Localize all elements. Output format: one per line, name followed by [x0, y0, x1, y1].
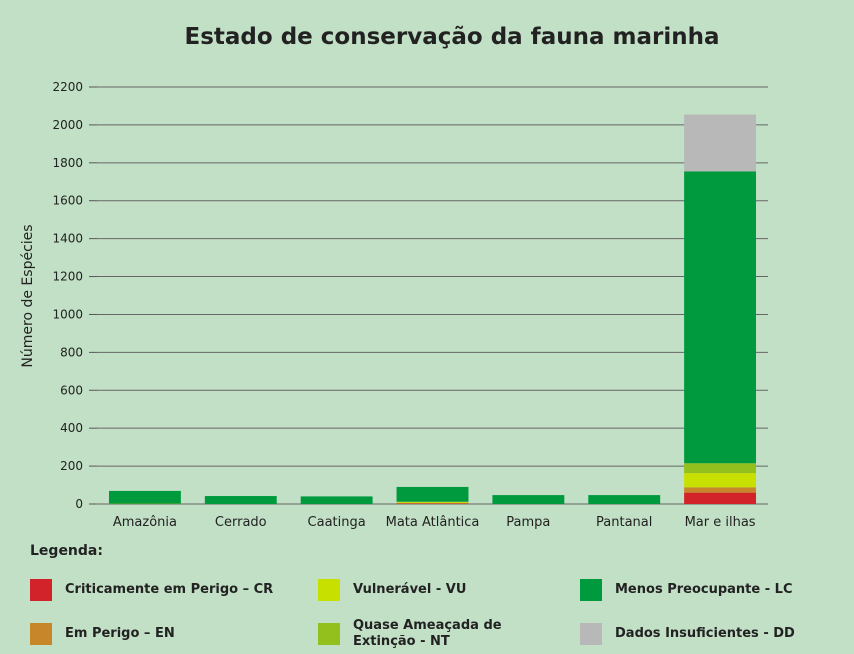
- bar-segment: [396, 486, 469, 502]
- legend-swatch: [30, 623, 52, 645]
- legend-swatch: [580, 623, 602, 645]
- bar-segment: [396, 503, 469, 504]
- x-tick-label: Mata Atlântica: [386, 515, 480, 530]
- y-tick-label: 1600: [52, 194, 83, 208]
- legend-title: Legenda:: [30, 543, 103, 559]
- bar-segment: [684, 487, 757, 493]
- legend-label: Dados Insuficientes - DD: [615, 626, 795, 641]
- x-tick-label: Pantanal: [596, 515, 652, 530]
- chart-title: Estado de conservação da fauna marinha: [185, 24, 720, 50]
- legend-item: Criticamente em Perigo – CR: [30, 574, 305, 606]
- y-tick-label: 1800: [52, 156, 83, 170]
- bar-segment: [396, 502, 469, 504]
- x-tick-label: Caatinga: [308, 515, 366, 530]
- bar-segment: [684, 114, 757, 172]
- legend-swatch: [30, 579, 52, 601]
- y-tick-label: 1000: [52, 307, 83, 321]
- y-tick-label: 0: [75, 497, 83, 511]
- legend-label: Vulnerável - VU: [353, 582, 467, 597]
- legend-swatch: [318, 579, 340, 601]
- legend-item: Quase Ameaçada de Extinção - NT: [318, 618, 503, 650]
- x-tick-label: Mar e ilhas: [685, 515, 756, 530]
- y-axis-label: Número de Espécies: [20, 224, 36, 367]
- x-tick-label: Pampa: [506, 515, 550, 530]
- y-tick-label: 600: [60, 383, 83, 397]
- legend-swatch: [580, 579, 602, 601]
- bar-segment: [588, 495, 661, 504]
- bar-segment: [684, 171, 757, 464]
- legend-label: Criticamente em Perigo – CR: [65, 582, 274, 597]
- legend-label: Menos Preocupante - LC: [615, 582, 793, 597]
- legend-item: Menos Preocupante - LC: [580, 574, 825, 606]
- bar-segment: [684, 492, 757, 504]
- bar-segment: [684, 463, 757, 474]
- y-tick-label: 200: [60, 459, 83, 473]
- y-tick-label: 1200: [52, 270, 83, 284]
- x-tick-label: Amazônia: [113, 515, 177, 530]
- y-tick-label: 400: [60, 421, 83, 435]
- x-tick-label: Cerrado: [215, 515, 267, 530]
- y-tick-label: 2200: [52, 80, 83, 94]
- legend-item: Dados Insuficientes - DD: [580, 618, 825, 650]
- legend-item: Vulnerável - VU: [318, 574, 503, 606]
- y-tick-label: 800: [60, 345, 83, 359]
- legend-label: Quase Ameaçada de Extinção - NT: [353, 618, 502, 649]
- bar-segment: [492, 495, 565, 504]
- y-tick-label: 1400: [52, 232, 83, 246]
- bar-segment: [108, 490, 181, 504]
- legend-swatch: [318, 623, 340, 645]
- legend-label: Em Perigo – EN: [65, 626, 175, 641]
- legend-item: Em Perigo – EN: [30, 618, 305, 650]
- bar-segment: [684, 473, 757, 488]
- bar-segment: [204, 496, 277, 504]
- y-tick-label: 2000: [52, 118, 83, 132]
- bar-segment: [300, 496, 373, 504]
